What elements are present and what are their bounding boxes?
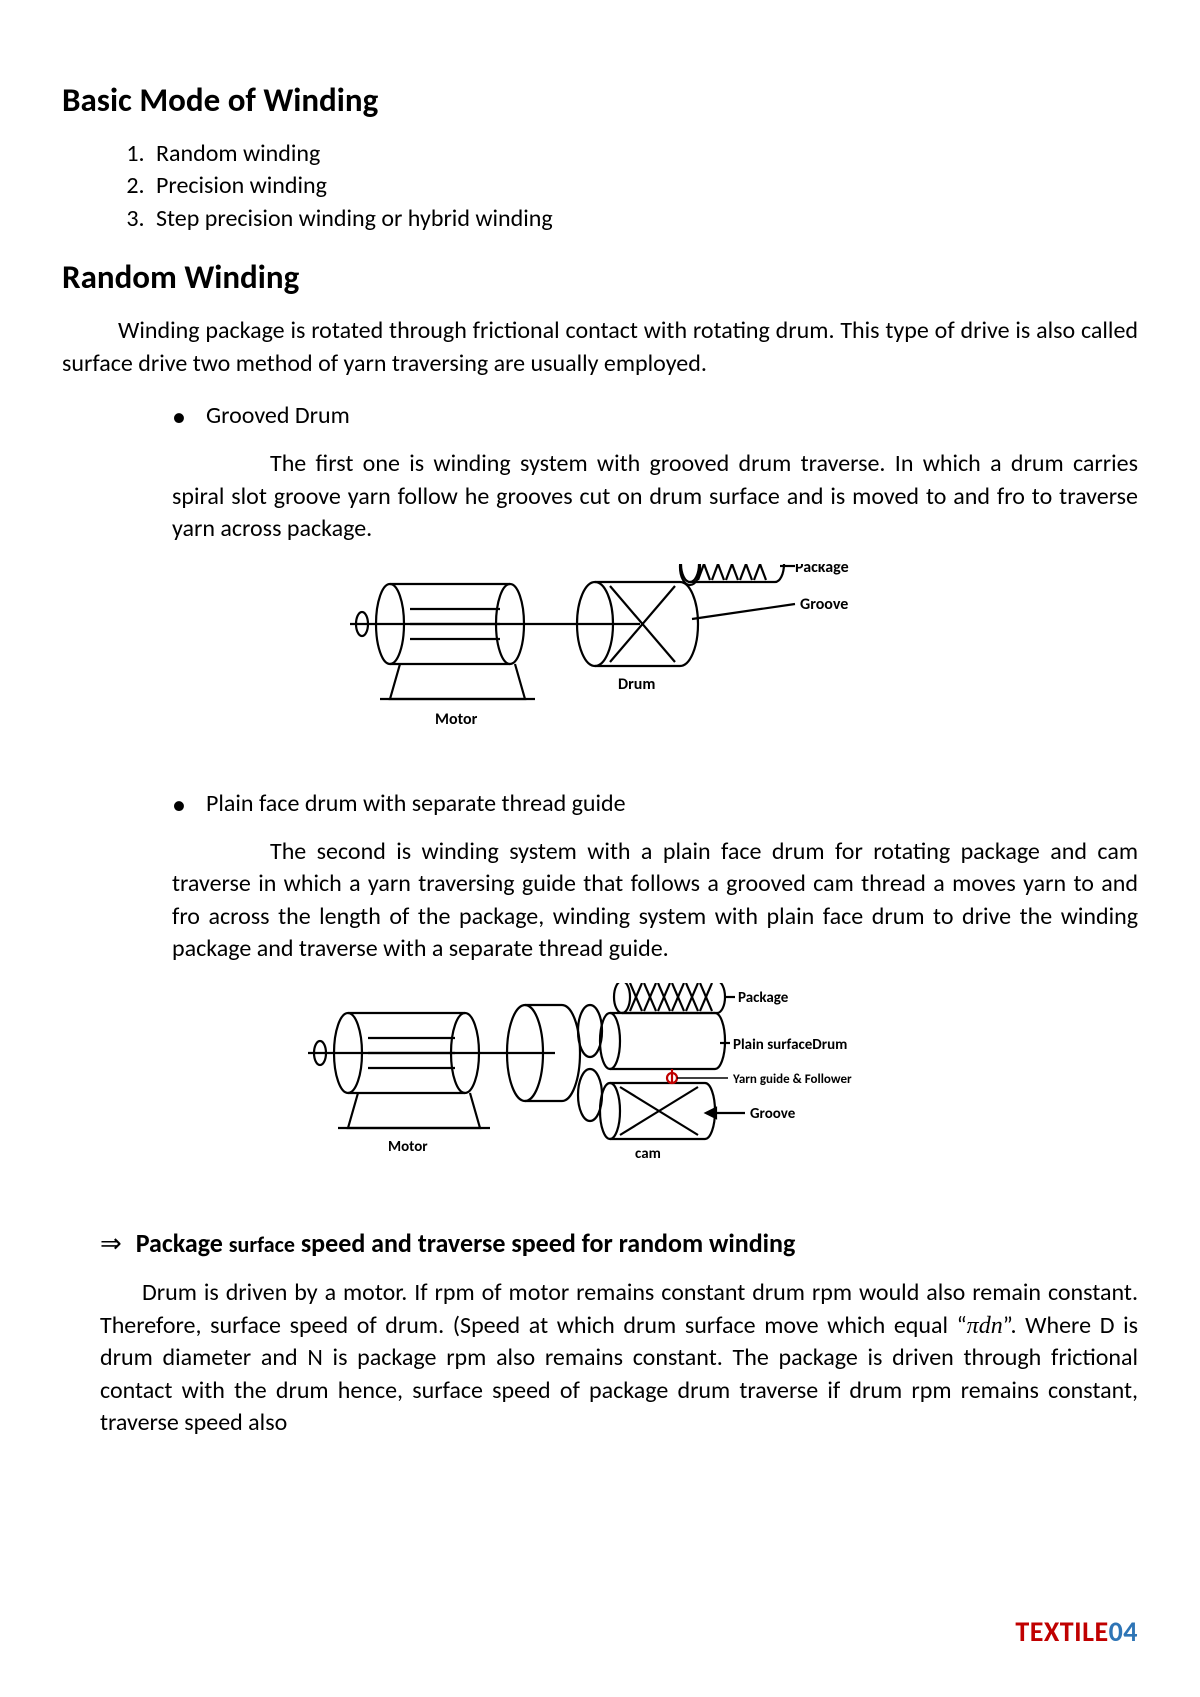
fig2-label-motor: Motor <box>388 1138 428 1156</box>
fig1-label-groove: Groove <box>800 595 848 614</box>
plain-face-text: The second is winding system with a plai… <box>172 837 1138 963</box>
fig2-label-groove: Groove <box>750 1105 796 1123</box>
fig1-label-package: Package <box>795 564 849 577</box>
grooved-drum-diagram: Package Groove Drum Motor <box>340 564 860 754</box>
plain-face-diagram: Package Plain surfaceDrum Yarn guide & F… <box>300 983 900 1193</box>
intro-paragraph: Winding package is rotated through frict… <box>62 315 1138 380</box>
fig2-label-package: Package <box>738 989 789 1007</box>
list-item: Step precision winding or hybrid winding <box>150 203 1138 235</box>
modes-list: Random winding Precision winding Step pr… <box>150 138 1138 235</box>
subheading-package-speed: ⇒ Package surface speed and traverse spe… <box>100 1227 1138 1259</box>
plain-face-body: The second is winding system with a plai… <box>172 836 1138 966</box>
heading-random-winding: Random Winding <box>62 257 1138 297</box>
fig1-label-motor: Motor <box>435 710 478 729</box>
footer-textile: TEXTILE <box>1015 1614 1108 1649</box>
subhead-part2: surface <box>229 1231 295 1258</box>
bullet-grooved-drum: Grooved Drum <box>172 400 1138 432</box>
arrow-icon: ⇒ <box>100 1229 122 1258</box>
fig2-label-yarn: Yarn guide & Follower <box>732 1072 852 1087</box>
fig2-label-cam: cam <box>635 1145 661 1163</box>
list-item: Random winding <box>150 138 1138 170</box>
heading-basic-mode: Basic Mode of Winding <box>62 80 1138 120</box>
figure-plain-face: Package Plain surfaceDrum Yarn guide & F… <box>62 983 1138 1193</box>
grooved-drum-body: The first one is winding system with gro… <box>172 448 1138 545</box>
figure-grooved-drum: Package Groove Drum Motor <box>62 564 1138 754</box>
subhead-part1: Package <box>136 1227 223 1259</box>
list-item: Precision winding <box>150 170 1138 202</box>
fig1-label-drum: Drum <box>618 675 655 694</box>
bullet-plain-face: Plain face drum with separate thread gui… <box>172 788 1138 820</box>
fig2-label-plain: Plain surfaceDrum <box>733 1036 847 1054</box>
speed-paragraph: Drum is driven by a motor. If rpm of mot… <box>100 1277 1138 1439</box>
speed-formula: πdn <box>967 1313 1003 1339</box>
footer-brand: TEXTILE04 <box>1015 1614 1138 1649</box>
grooved-drum-text: The first one is winding system with gro… <box>172 449 1138 543</box>
footer-number: 04 <box>1109 1614 1138 1649</box>
subhead-part3: speed and traverse speed for random wind… <box>301 1227 796 1259</box>
